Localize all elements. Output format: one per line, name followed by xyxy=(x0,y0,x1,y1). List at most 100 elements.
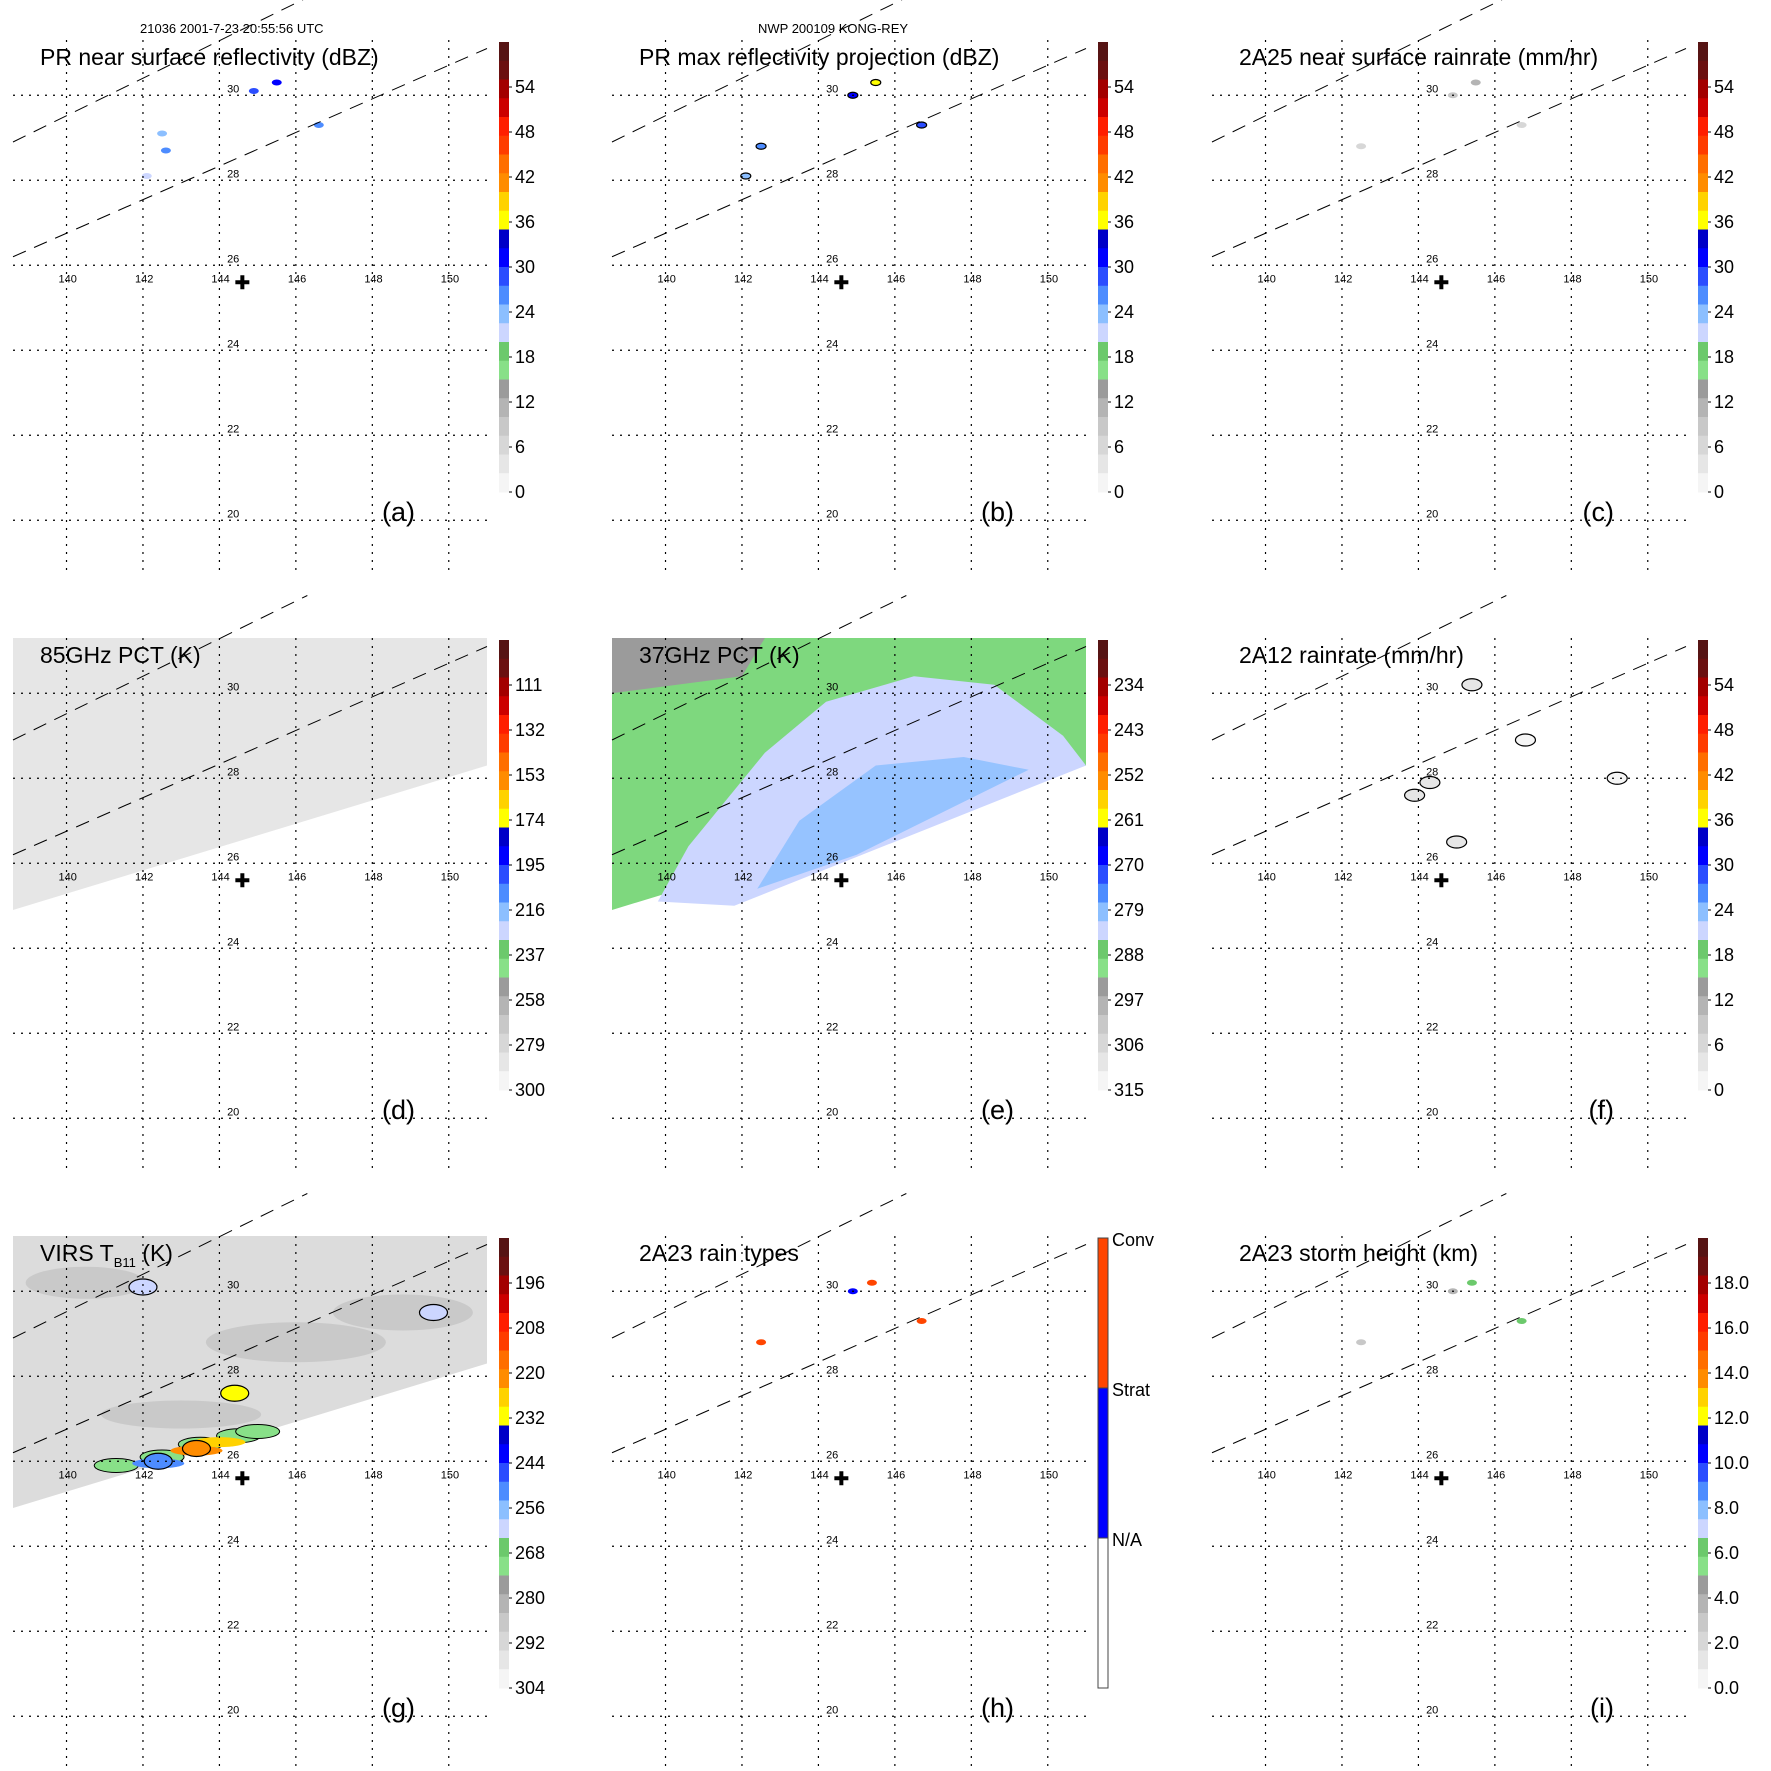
colorbar-tick-label: 42 xyxy=(1714,765,1734,785)
panel-i: 140 142 144 146 148 150 30 28 26 24 22 20 2A23 storm… xyxy=(1211,1193,1749,1766)
colorbar-swatch xyxy=(1698,1463,1708,1483)
lon-tick-label: 144 xyxy=(810,1469,828,1481)
colorbar-tick-label: 153 xyxy=(515,765,545,785)
lat-tick-label: 24 xyxy=(227,338,239,350)
warm-patch xyxy=(612,638,765,694)
lon-tick-label: 150 xyxy=(1040,1469,1058,1481)
panel-title: 85GHz PCT (K) xyxy=(40,642,201,669)
lon-tick-label: 148 xyxy=(1563,1469,1581,1481)
colorbar-tick-label: 16.0 xyxy=(1714,1318,1749,1338)
colorbar-swatch xyxy=(1698,192,1708,212)
lat-tick-label: 28 xyxy=(1426,168,1438,180)
colorbar-swatch xyxy=(499,865,509,885)
colorbar-swatch xyxy=(499,715,509,735)
panel-label: (a) xyxy=(382,497,415,527)
colorbar-swatch xyxy=(1698,958,1708,978)
colorbar-swatch xyxy=(499,696,509,716)
plus-v xyxy=(1439,275,1444,290)
colorbar-swatch xyxy=(499,958,509,978)
lon-tick-label: 144 xyxy=(211,273,229,285)
colorbar-tick-label: 30 xyxy=(1714,257,1734,277)
panel-title: 2A12 rainrate (mm/hr) xyxy=(1239,642,1464,669)
lat-tick-label: 26 xyxy=(1426,851,1438,863)
pr-swath-edge-2 xyxy=(611,48,1087,258)
colorbar-swatch xyxy=(1698,1275,1708,1295)
lon-tick-label: 140 xyxy=(59,871,77,883)
colorbar-tick-label: 18 xyxy=(1114,347,1134,367)
lon-tick-label: 146 xyxy=(288,871,306,883)
colorbar-swatch xyxy=(499,342,509,362)
data-feature xyxy=(271,79,282,86)
lon-tick-label: 148 xyxy=(963,1469,981,1481)
lon-tick-label: 142 xyxy=(1334,273,1352,285)
panel-title-text: PR max reflectivity projection (dBZ) xyxy=(639,44,1000,70)
plus-v xyxy=(240,873,245,888)
colorbar-swatch xyxy=(499,1388,509,1408)
lat-tick-label: 22 xyxy=(1426,1619,1438,1631)
colorbar-svg: 54 48 42 36 30 24 18 12 6 0 xyxy=(1698,42,1734,502)
colorbar-tick-label: 4.0 xyxy=(1714,1588,1739,1608)
data-feature xyxy=(1446,835,1468,849)
colorbar-swatch xyxy=(1098,921,1108,941)
panel-label: (h) xyxy=(981,1693,1014,1723)
colorbar-swatch xyxy=(1098,1071,1108,1091)
panel-label: (f) xyxy=(1588,1095,1614,1125)
lon-tick-label: 146 xyxy=(288,1469,306,1481)
colorbar-swatch xyxy=(1698,360,1708,380)
colorbar-swatch xyxy=(499,1631,509,1651)
lat-tick-label: 28 xyxy=(1426,1364,1438,1376)
lon-tick-label: 146 xyxy=(1487,273,1505,285)
colorbar-tick-label: 0 xyxy=(1714,482,1724,502)
map-plot-g: 140 142 144 146 148 150 30 28 26 24 22 20 xyxy=(12,1193,488,1766)
colorbar-swatch xyxy=(1098,827,1108,847)
colorbar-tick-label: 24 xyxy=(1714,302,1734,322)
panel-title: 2A23 storm height (km) xyxy=(1239,1240,1478,1267)
colorbar-swatch xyxy=(1698,865,1708,885)
colorbar-segment-conv xyxy=(1097,1237,1109,1389)
plus-v xyxy=(839,275,844,290)
colorbar-swatch xyxy=(499,883,509,903)
lat-tick-label: 26 xyxy=(826,1449,838,1461)
colorbar-swatch xyxy=(499,360,509,380)
plus-v xyxy=(839,873,844,888)
lon-tick-label: 148 xyxy=(364,273,382,285)
storm-center-marker xyxy=(834,873,849,888)
colorbar-swatch xyxy=(1098,790,1108,810)
colorbar-tick-label: 48 xyxy=(515,122,535,142)
lat-tick-label: 20 xyxy=(1426,1704,1438,1716)
lon-tick-label: 144 xyxy=(211,1469,229,1481)
colorbar-swatch xyxy=(1698,715,1708,735)
colorbar-svg: 196 208 220 232 244 256 268 280 292 304 xyxy=(499,1238,545,1698)
colorbar-svg: 54 48 42 36 30 24 18 12 6 0 xyxy=(1698,640,1734,1100)
colorbar-tick-label: 24 xyxy=(1114,302,1134,322)
lon-tick-label: 142 xyxy=(734,1469,752,1481)
colorbar-swatch xyxy=(1098,117,1108,137)
colorbar-swatch xyxy=(1698,696,1708,716)
colorbar-swatch xyxy=(1698,1594,1708,1614)
colorbar-tick-label: 54 xyxy=(1714,77,1734,97)
data-feature xyxy=(1356,143,1367,150)
pr-swath-edge-1 xyxy=(611,595,907,741)
colorbar-tick-label: 36 xyxy=(515,212,535,232)
colorbar-swatch xyxy=(1698,1071,1708,1091)
colorbar-tick-label: 12 xyxy=(1714,990,1734,1010)
colorbar-swatch xyxy=(1098,173,1108,193)
colorbar-swatch xyxy=(1698,1052,1708,1072)
lat-tick-label: 24 xyxy=(1426,1534,1438,1546)
colorbar-swatch xyxy=(499,98,509,118)
lon-tick-label: 142 xyxy=(135,871,153,883)
lat-tick-label: 20 xyxy=(227,1106,239,1118)
lat-tick-label: 28 xyxy=(826,1364,838,1376)
colorbar-swatch xyxy=(1698,342,1708,362)
colorbar-segment-na xyxy=(1097,1537,1109,1689)
lon-tick-label: 144 xyxy=(1410,871,1428,883)
storm-center-marker xyxy=(834,1471,849,1486)
colorbar-tick-label: 12 xyxy=(515,392,535,412)
lon-tick-label: 140 xyxy=(658,1469,676,1481)
orbit-timestamp: 21036 2001-7-23 20:55:56 UTC xyxy=(140,21,324,36)
colorbar-swatch xyxy=(1098,398,1108,418)
lat-tick-label: 26 xyxy=(826,253,838,265)
colorbar-tick-label: 12.0 xyxy=(1714,1408,1749,1428)
plus-v xyxy=(240,275,245,290)
panel-title: VIRS TB11 (K) xyxy=(40,1240,173,1270)
